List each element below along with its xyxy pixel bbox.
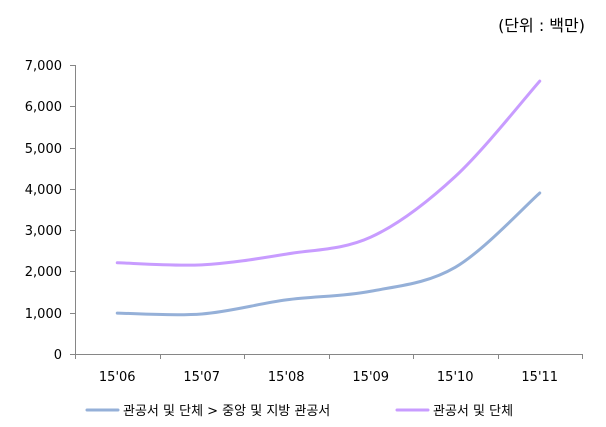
x-tick-label-5: 15'11 — [521, 370, 558, 385]
y-tick-label-7: 7,000 — [25, 59, 62, 74]
data-point-2-3 — [283, 251, 289, 257]
x-tick-label-4: 15'10 — [437, 370, 474, 385]
x-tick-label-1: 15'07 — [183, 370, 220, 385]
data-point-2-4 — [368, 234, 374, 240]
legend-item-2: 관공서 및 단체 — [395, 404, 513, 419]
y-tick-label-2: 2,000 — [25, 265, 62, 280]
data-point-2-1 — [114, 260, 120, 266]
series-layer — [114, 78, 543, 317]
data-point-2-6 — [537, 78, 543, 84]
legend: 관공서 및 단체 > 중앙 및 지방 관공서 관공서 및 단체 — [85, 404, 513, 419]
y-tick-label-6: 6,000 — [25, 100, 62, 115]
y-tick-label-3: 3,000 — [25, 224, 62, 239]
data-point-1-1 — [114, 310, 120, 316]
data-point-2-5 — [452, 173, 458, 179]
data-point-2-2 — [199, 262, 205, 268]
y-tick-label-5: 5,000 — [25, 142, 62, 157]
data-point-1-5 — [452, 264, 458, 270]
data-point-1-3 — [283, 297, 289, 303]
x-tick-label-0: 15'06 — [99, 370, 136, 385]
y-tick-label-0: 0 — [54, 348, 62, 363]
y-tick-label-4: 4,000 — [25, 183, 62, 198]
y-axis: 0 1,000 2,000 3,000 4,000 5,000 6,000 7,000 — [25, 59, 76, 363]
x-tick-label-3: 15'09 — [352, 370, 389, 385]
series-line-2 — [115, 79, 542, 267]
unit-label: (단위 : 백만) — [498, 16, 585, 35]
legend-label-2: 관공서 및 단체 — [433, 404, 513, 419]
data-point-1-2 — [199, 311, 205, 317]
x-axis: 15'06 15'07 15'08 15'09 15'10 15'11 — [75, 354, 583, 385]
series-line-1 — [115, 191, 542, 317]
legend-item-1: 관공서 및 단체 > 중앙 및 지방 관공서 — [85, 404, 330, 419]
data-point-1-4 — [368, 288, 374, 294]
legend-label-1: 관공서 및 단체 > 중앙 및 지방 관공서 — [123, 404, 330, 419]
y-tick-label-1: 1,000 — [25, 307, 62, 322]
series-1 — [114, 190, 543, 317]
series-2 — [114, 78, 543, 268]
data-point-1-6 — [537, 190, 543, 196]
x-tick-label-2: 15'08 — [268, 370, 305, 385]
